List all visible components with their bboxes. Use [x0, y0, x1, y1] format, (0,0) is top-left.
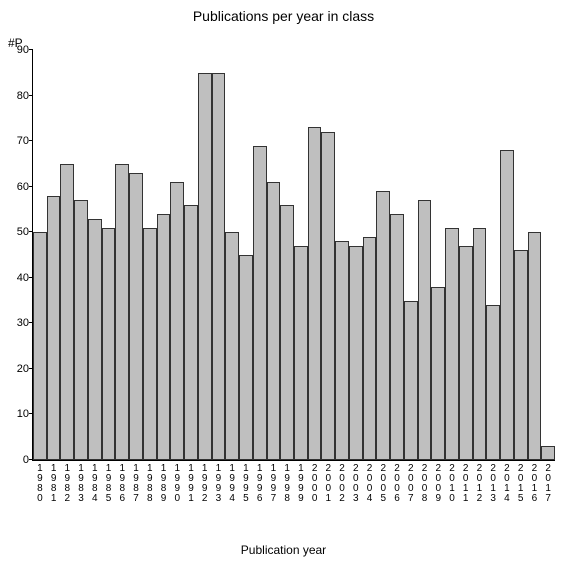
bar — [294, 246, 308, 460]
bar — [528, 232, 542, 460]
bar — [170, 182, 184, 460]
y-tick-label: 10 — [0, 408, 33, 420]
x-tick-label: 2 0 1 6 — [529, 460, 539, 504]
x-tick-label: 2 0 1 2 — [474, 460, 484, 504]
bar — [500, 150, 514, 460]
bar — [404, 301, 418, 460]
bar — [60, 164, 74, 460]
x-tick-label: 1 9 9 3 — [213, 460, 223, 504]
y-tick-label: 70 — [0, 135, 33, 147]
x-tick-label: 2 0 0 1 — [323, 460, 333, 504]
x-tick-label: 1 9 9 9 — [296, 460, 306, 504]
x-tick-label: 2 0 1 1 — [461, 460, 471, 504]
y-tick-label: 50 — [0, 226, 33, 238]
y-tick-label: 40 — [0, 272, 33, 284]
bar — [184, 205, 198, 460]
bar — [74, 200, 88, 460]
bar — [88, 219, 102, 460]
bar — [102, 228, 116, 460]
x-tick-label: 1 9 8 1 — [49, 460, 59, 504]
x-tick-label: 2 0 1 7 — [543, 460, 553, 504]
x-tick-label: 2 0 0 4 — [365, 460, 375, 504]
bar — [239, 255, 253, 460]
x-tick-label: 1 9 9 1 — [186, 460, 196, 504]
x-tick-label: 1 9 9 8 — [282, 460, 292, 504]
bar — [321, 132, 335, 460]
x-tick-label: 2 0 0 6 — [392, 460, 402, 504]
x-tick-label: 1 9 8 3 — [76, 460, 86, 504]
bar — [349, 246, 363, 460]
y-tick-label: 0 — [0, 454, 33, 466]
y-tick-label: 80 — [0, 90, 33, 102]
bar — [33, 232, 47, 460]
bar — [115, 164, 129, 460]
y-tick-label: 90 — [0, 44, 33, 56]
bar — [541, 446, 555, 460]
x-tick-label: 2 0 1 4 — [502, 460, 512, 504]
x-tick-label: 2 0 0 9 — [433, 460, 443, 504]
bar — [253, 146, 267, 460]
x-tick-label: 2 0 1 5 — [516, 460, 526, 504]
x-tick-label: 1 9 9 0 — [172, 460, 182, 504]
bar — [129, 173, 143, 460]
x-tick-label: 2 0 0 5 — [378, 460, 388, 504]
bar — [267, 182, 281, 460]
bar — [47, 196, 61, 460]
x-tick-label: 1 9 8 5 — [104, 460, 114, 504]
x-tick-label: 2 0 0 8 — [420, 460, 430, 504]
chart-container: Publications per year in class #P 010203… — [0, 0, 567, 567]
bar — [143, 228, 157, 460]
bar — [308, 127, 322, 460]
x-tick-label: 2 0 1 3 — [488, 460, 498, 504]
x-tick-label: 1 9 9 2 — [200, 460, 210, 504]
x-tick-label: 1 9 8 6 — [117, 460, 127, 504]
x-tick-label: 1 9 8 4 — [90, 460, 100, 504]
bar — [514, 250, 528, 460]
bar — [445, 228, 459, 460]
bar — [418, 200, 432, 460]
x-tick-label: 1 9 8 8 — [145, 460, 155, 504]
x-tick-label: 2 0 0 2 — [337, 460, 347, 504]
x-tick-label: 1 9 8 2 — [62, 460, 72, 504]
x-tick-label: 2 0 0 0 — [310, 460, 320, 504]
bar — [198, 73, 212, 460]
plot-area: 01020304050607080901 9 8 01 9 8 11 9 8 2… — [32, 50, 555, 461]
x-tick-label: 1 9 8 7 — [131, 460, 141, 504]
y-tick-mark — [29, 140, 33, 141]
y-tick-mark — [29, 186, 33, 187]
x-tick-label: 2 0 0 3 — [351, 460, 361, 504]
x-tick-label: 2 0 1 0 — [447, 460, 457, 504]
y-tick-label: 30 — [0, 317, 33, 329]
bar — [431, 287, 445, 460]
bar — [390, 214, 404, 460]
bar — [376, 191, 390, 460]
x-tick-label: 1 9 8 9 — [159, 460, 169, 504]
chart-title: Publications per year in class — [0, 8, 567, 24]
y-tick-mark — [29, 49, 33, 50]
y-tick-mark — [29, 95, 33, 96]
x-axis-label: Publication year — [0, 543, 567, 557]
bar — [280, 205, 294, 460]
x-tick-label: 1 9 9 7 — [268, 460, 278, 504]
bar — [157, 214, 171, 460]
bar — [459, 246, 473, 460]
x-tick-label: 1 9 9 4 — [227, 460, 237, 504]
bar — [486, 305, 500, 460]
y-tick-label: 60 — [0, 181, 33, 193]
x-tick-label: 1 9 9 6 — [255, 460, 265, 504]
y-tick-label: 20 — [0, 363, 33, 375]
bar — [335, 241, 349, 460]
x-tick-label: 2 0 0 7 — [406, 460, 416, 504]
bar — [363, 237, 377, 460]
bar — [225, 232, 239, 460]
x-tick-label: 1 9 8 0 — [35, 460, 45, 504]
bar — [212, 73, 226, 460]
bar — [473, 228, 487, 460]
x-tick-label: 1 9 9 5 — [241, 460, 251, 504]
